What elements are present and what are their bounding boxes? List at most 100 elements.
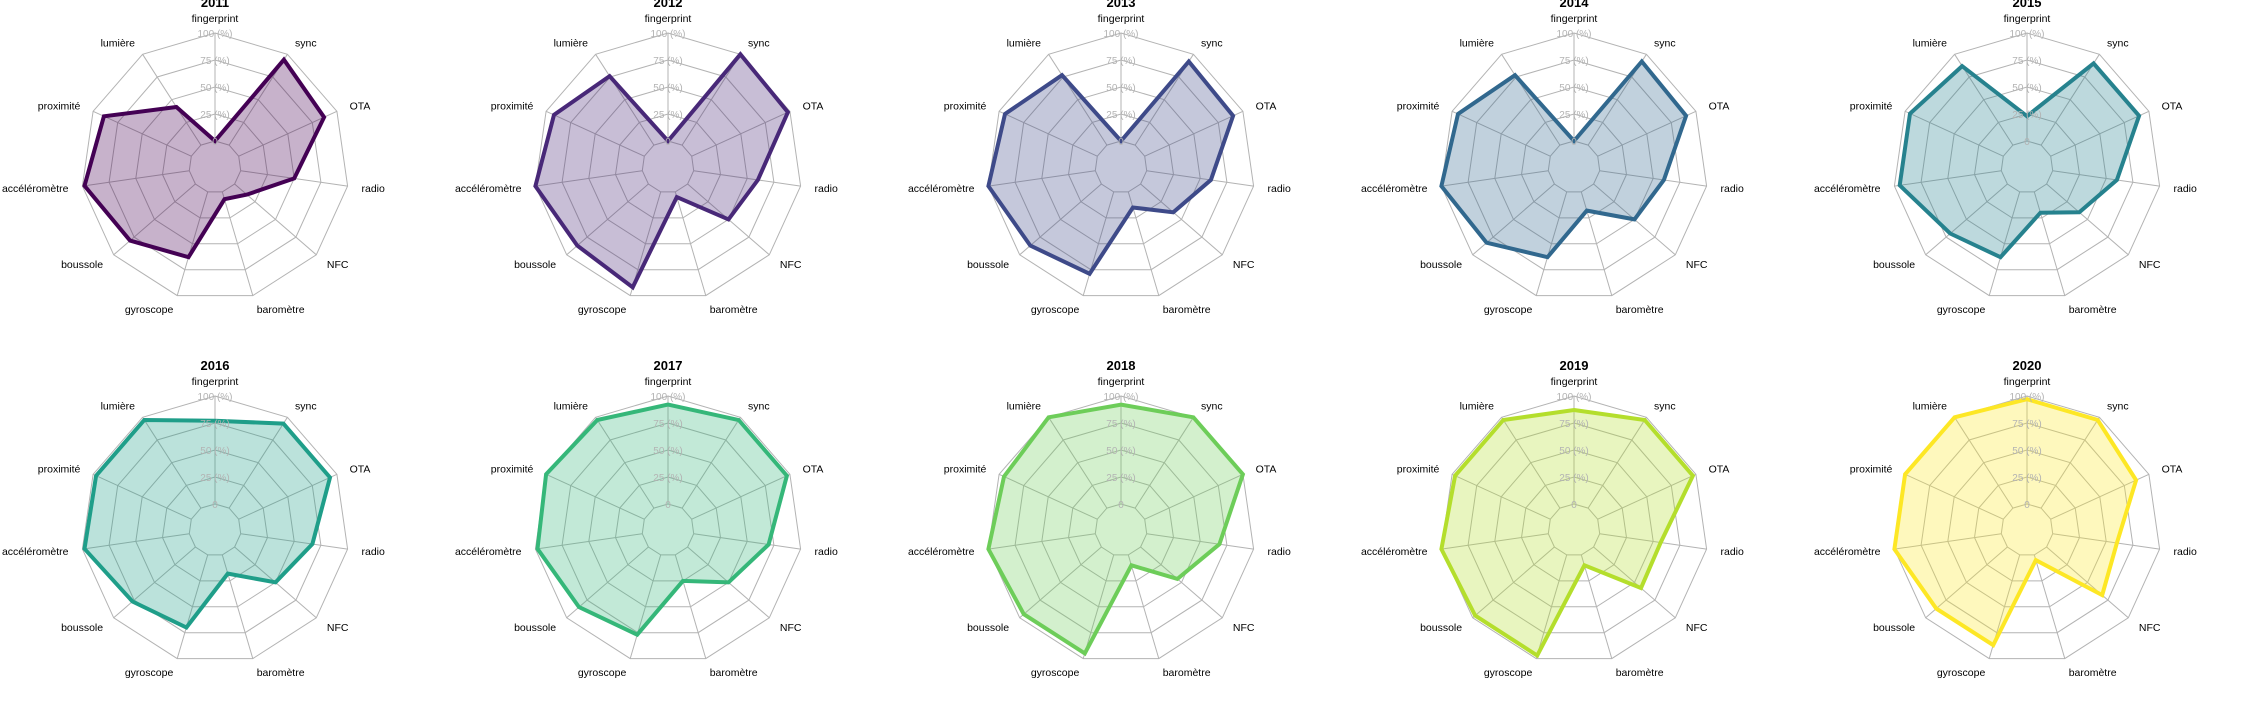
grid-ring-25 [614,476,722,582]
axis-label-proximité: proximité [944,101,987,113]
grid-label-25: 25 (%) [2012,110,2041,121]
grid-label-25: 25 (%) [200,110,229,121]
axis-label-lumière: lumière [101,401,136,413]
grid-ring-0 [188,503,242,556]
grid-ring-100 [1893,32,2161,297]
series-area-2011 [82,56,327,260]
axis-label-OTA: OTA [2162,464,2183,476]
grid-label-50: 50 (%) [200,83,229,94]
grid-ring-0 [2000,503,2054,556]
axis-label-lumière: lumière [1913,38,1948,50]
axis-label-NFC: NFC [327,259,349,271]
spoke-proximité [1904,110,2004,157]
grid-label-25: 25 (%) [1106,473,1135,484]
axis-label-gyroscope: gyroscope [125,667,174,679]
axis-label-radio: radio [362,546,386,558]
axis-label-sync: sync [1201,38,1223,50]
grid-ring-75 [1920,59,2134,271]
spoke-gyroscope [1988,191,2021,296]
axis-label-fingerprint: fingerprint [1098,376,1145,388]
spoke-OTA [691,473,791,520]
axis-label-gyroscope: gyroscope [125,304,174,316]
spoke-accéléromètre [1894,533,2002,550]
axis-label-radio: radio [362,183,386,195]
grid-ring-25 [1067,113,1175,219]
axis-label-accéléromètre: accéléromètre [908,546,975,558]
spoke-boussole [566,183,649,256]
spoke-boussole [1925,546,2008,619]
spoke-sync [681,54,741,146]
spoke-OTA [238,473,338,520]
spoke-sync [1587,417,1647,509]
spoke-radio [693,533,801,550]
spoke-NFC [1140,546,1223,619]
grid-label-0: 0 [1571,500,1577,511]
grid-label-100: 100 (%) [2009,392,2044,403]
grid-ring-50 [1041,86,1201,245]
axis-label-NFC: NFC [1686,622,1708,634]
spoke-OTA [691,110,791,157]
axis-label-OTA: OTA [350,101,371,113]
radar-panel-2020: 0 25 (%) 50 (%) 75 (%) 100 (%) sync OTA radio NF… [1814,358,2197,679]
radar-panel-2019: 0 25 (%) 50 (%) 75 (%) 100 (%) sync OTA radio NF… [1361,358,1744,679]
radar-panel-2016: 0 25 (%) 50 (%) 75 (%) 100 (%) sync OTA radio NF… [2,358,385,679]
spoke-lumière [1048,54,1108,146]
axis-label-NFC: NFC [2139,622,2161,634]
grid-ring-75 [561,422,775,634]
axis-label-OTA: OTA [803,464,824,476]
grid-label-0: 0 [2024,137,2030,148]
grid-label-100: 100 (%) [650,29,685,40]
axis-label-fingerprint: fingerprint [1551,13,1598,25]
spoke-radio [1146,533,1254,550]
spoke-OTA [2050,110,2150,157]
radar-panel-2012: 0 25 (%) 50 (%) 75 (%) 100 (%) sync OTA radio NF… [455,0,838,316]
grid-ring-100 [81,32,349,297]
grid-label-50: 50 (%) [653,83,682,94]
spoke-accéléromètre [1441,170,1549,187]
axis-label-boussole: boussole [1420,622,1462,634]
radar-panel-2017: 0 25 (%) 50 (%) 75 (%) 100 (%) sync OTA radio NF… [455,358,838,679]
axis-label-NFC: NFC [2139,259,2161,271]
axis-label-gyroscope: gyroscope [1031,667,1080,679]
axis-label-sync: sync [1654,401,1676,413]
axis-label-radio: radio [2174,546,2198,558]
grid-label-50: 50 (%) [1106,446,1135,457]
spoke-boussole [1925,183,2008,256]
spoke-gyroscope [629,554,662,659]
spoke-radio [1599,170,1707,187]
axis-label-sync: sync [2107,38,2129,50]
axis-label-sync: sync [295,38,317,50]
spoke-proximité [92,110,192,157]
axis-label-baromètre: baromètre [257,667,305,679]
grid-label-25: 25 (%) [1559,110,1588,121]
axis-label-accéléromètre: accéléromètre [1814,183,1881,195]
spoke-accéléromètre [1441,533,1549,550]
grid-ring-0 [641,503,695,556]
spoke-lumière [142,54,202,146]
series-area-2014 [1439,58,1689,260]
spoke-boussole [1019,183,1102,256]
axis-label-accéléromètre: accéléromètre [2,546,69,558]
grid-label-0: 0 [1571,137,1577,148]
spoke-sync [228,417,288,509]
grid-label-100: 100 (%) [197,392,232,403]
axis-label-baromètre: baromètre [1616,304,1664,316]
spoke-lumière [595,54,655,146]
grid-label-100: 100 (%) [1103,392,1138,403]
axis-label-OTA: OTA [1709,464,1730,476]
axis-label-proximité: proximité [38,464,81,476]
panel-title: 2018 [1107,358,1136,373]
grid-ring-100 [1440,395,1708,660]
axis-label-fingerprint: fingerprint [2004,376,2051,388]
grid-ring-0 [1094,140,1148,193]
axis-label-boussole: boussole [967,259,1009,271]
spoke-lumière [1501,54,1561,146]
spoke-radio [1146,170,1254,187]
axis-label-baromètre: baromètre [1163,667,1211,679]
axis-label-sync: sync [748,38,770,50]
grid-label-75: 75 (%) [1106,419,1135,430]
grid-ring-0 [1094,503,1148,556]
grid-label-0: 0 [1118,137,1124,148]
axis-label-boussole: boussole [1873,622,1915,634]
